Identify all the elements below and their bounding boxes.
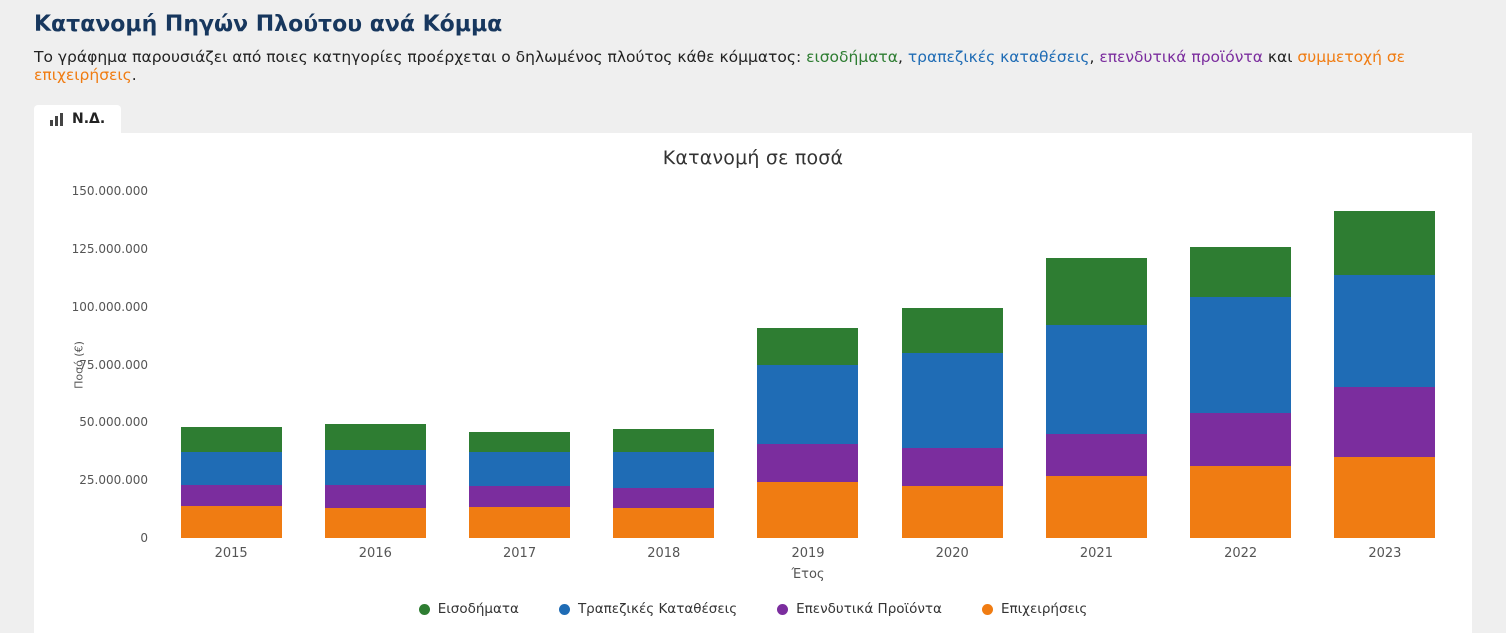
page-title: Κατανομή Πηγών Πλούτου ανά Κόμμα <box>34 12 503 37</box>
y-tick-label: 0 <box>140 531 148 545</box>
legend-item[interactable]: Επιχειρήσεις <box>981 601 1088 617</box>
bar-segment[interactable] <box>1045 475 1147 538</box>
x-tick-label: 2020 <box>935 546 969 561</box>
bar-segment[interactable] <box>180 427 282 453</box>
bar-segment[interactable] <box>1045 258 1147 326</box>
subtitle-category: συμμετοχή σε επιχειρήσεις <box>34 48 1406 84</box>
bar-segment[interactable] <box>1190 246 1292 298</box>
x-tick-label: 2021 <box>1079 546 1113 561</box>
legend-marker <box>418 603 430 615</box>
bar-segment[interactable] <box>1334 386 1436 458</box>
bar-segment[interactable] <box>180 505 282 538</box>
page-subtitle: Το γράφημα παρουσιάζει από ποιες κατηγορ… <box>34 48 1472 84</box>
x-tick-label: 2017 <box>503 546 537 561</box>
subtitle-category: τραπεζικές καταθέσεις <box>907 48 1090 66</box>
bar-segment[interactable] <box>324 450 426 485</box>
bar-segment[interactable] <box>469 431 571 453</box>
subtitle-text: Το γράφημα παρουσιάζει από ποιες κατηγορ… <box>34 48 807 66</box>
tab-bar: Ν.Δ. <box>34 105 1472 133</box>
legend-label: Εισοδήματα <box>437 601 519 617</box>
chart-title: Κατανομή σε ποσά <box>662 147 844 169</box>
y-tick-label: 75.000.000 <box>79 357 148 372</box>
legend-marker <box>777 603 789 615</box>
bar-segment[interactable] <box>324 507 426 538</box>
bar-2020 <box>901 307 1003 538</box>
subtitle-category: εισοδήματα <box>806 48 898 66</box>
bar-segment[interactable] <box>1190 413 1292 467</box>
bar-2018 <box>613 429 715 538</box>
bar-segment[interactable] <box>180 452 282 485</box>
bar-2021 <box>1045 258 1147 538</box>
subtitle-text: , <box>897 48 908 66</box>
x-tick-label: 2018 <box>647 546 681 561</box>
bar-segment[interactable] <box>1190 297 1292 414</box>
bar-segment[interactable] <box>1045 325 1147 434</box>
bar-segment[interactable] <box>1334 275 1436 387</box>
x-tick-label: 2022 <box>1224 546 1258 561</box>
y-tick-label: 25.000.000 <box>79 473 148 488</box>
bars-container <box>159 191 1457 538</box>
bar-segment[interactable] <box>757 444 859 483</box>
bar-segment[interactable] <box>1334 210 1436 276</box>
legend-marker <box>558 603 570 615</box>
bar-segment[interactable] <box>469 506 571 538</box>
bar-2017 <box>469 431 571 538</box>
bar-segment[interactable] <box>901 352 1003 448</box>
bar-segment[interactable] <box>180 484 282 506</box>
bar-segment[interactable] <box>469 452 571 486</box>
bar-2022 <box>1190 246 1292 538</box>
bar-2016 <box>324 423 426 538</box>
bar-segment[interactable] <box>1045 433 1147 476</box>
bar-segment[interactable] <box>901 485 1003 538</box>
bar-segment[interactable] <box>324 423 426 451</box>
legend-label: Τραπεζικές Καταθέσεις <box>577 601 738 617</box>
legend-item[interactable]: Εισοδήματα <box>418 601 519 617</box>
y-tick-label: 100.000.000 <box>71 299 148 314</box>
bar-segment[interactable] <box>757 364 859 445</box>
y-tick-label: 150.000.000 <box>71 184 148 198</box>
legend-label: Επενδυτικά Προϊόντα <box>796 601 942 617</box>
subtitle-text: , <box>1089 48 1100 66</box>
subtitle-text: . <box>131 66 137 84</box>
plot-area: Ποσό (€) 0 25.000.000 50.000.000 75.000.000… <box>72 184 1457 545</box>
legend-label: Επιχειρήσεις <box>1000 601 1088 617</box>
bar-2015 <box>180 427 282 538</box>
x-tick-label: 2023 <box>1368 546 1402 561</box>
chart-icon <box>50 112 65 126</box>
legend: Εισοδήματα Τραπεζικές Καταθέσεις Επενδυτικ… <box>34 601 1472 617</box>
x-tick-label: 2019 <box>791 546 825 561</box>
x-tick-label: 2015 <box>214 546 248 561</box>
bar-segment[interactable] <box>757 327 859 365</box>
bar-segment[interactable] <box>901 307 1003 353</box>
legend-marker <box>981 603 993 615</box>
x-tick-label: 2016 <box>358 546 392 561</box>
tab-label: Ν.Δ. <box>72 111 106 127</box>
subtitle-text: και <box>1262 48 1298 66</box>
subtitle-category: επενδυτικά προϊόντα <box>1099 48 1263 66</box>
bar-segment[interactable] <box>613 429 715 453</box>
chart-panel: Κατανομή σε ποσά Ποσό (€) 0 25.000.000 50.… <box>34 133 1472 633</box>
bar-2023 <box>1334 210 1436 538</box>
bar-segment[interactable] <box>901 447 1003 486</box>
tab-nd[interactable]: Ν.Δ. <box>34 105 122 133</box>
bar-segment[interactable] <box>613 488 715 508</box>
bar-segment[interactable] <box>613 452 715 489</box>
x-axis-title: Έτος <box>791 567 825 582</box>
bar-segment[interactable] <box>757 482 859 538</box>
bar-segment[interactable] <box>469 485 571 507</box>
bar-2019 <box>757 327 859 538</box>
y-tick-label: 50.000.000 <box>79 415 148 430</box>
legend-item[interactable]: Επενδυτικά Προϊόντα <box>777 601 942 617</box>
bar-segment[interactable] <box>613 507 715 538</box>
legend-item[interactable]: Τραπεζικές Καταθέσεις <box>558 601 738 617</box>
x-axis-labels: 2015 2016 2017 2018 2019 2020 2021 2022 2023 <box>159 546 1457 561</box>
bar-segment[interactable] <box>324 484 426 508</box>
y-tick-label: 125.000.000 <box>71 241 148 256</box>
bar-segment[interactable] <box>1190 466 1292 538</box>
bar-segment[interactable] <box>1334 457 1436 538</box>
